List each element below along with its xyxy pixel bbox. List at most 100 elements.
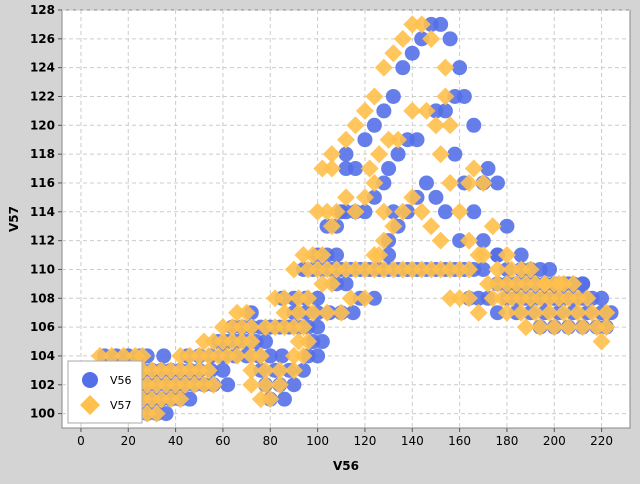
data-point-v57 xyxy=(213,318,232,337)
data-point-v57 xyxy=(204,332,223,351)
data-point-v57 xyxy=(147,404,166,423)
data-point-v57 xyxy=(289,303,308,322)
data-point-v56 xyxy=(286,377,302,393)
data-point-v57 xyxy=(337,188,355,207)
data-point-v57 xyxy=(512,289,531,308)
data-point-v57 xyxy=(289,289,308,308)
data-point-v57 xyxy=(531,318,550,337)
data-point-v56 xyxy=(489,247,505,263)
data-point-v57 xyxy=(237,303,256,322)
data-point-v57 xyxy=(284,346,303,365)
data-point-v57 xyxy=(190,361,209,380)
data-point-v56 xyxy=(409,132,425,148)
data-point-v56 xyxy=(329,247,345,263)
data-point-v56 xyxy=(513,247,529,263)
data-point-v57 xyxy=(294,318,313,337)
y-tick-label: 100 xyxy=(30,407,55,421)
data-point-v57 xyxy=(512,303,531,322)
data-point-v56 xyxy=(258,334,274,350)
legend-marker-v57 xyxy=(80,395,100,415)
data-point-v57 xyxy=(102,346,121,365)
data-point-v57 xyxy=(474,246,493,265)
data-point-v56 xyxy=(310,348,326,364)
data-point-v57 xyxy=(114,346,133,365)
data-point-v57 xyxy=(460,231,479,250)
data-point-v57 xyxy=(275,289,294,308)
data-point-v56 xyxy=(182,391,198,407)
data-point-v56 xyxy=(466,204,482,220)
data-point-v57 xyxy=(526,303,545,322)
data-point-v57 xyxy=(370,145,389,164)
data-point-v57 xyxy=(294,246,313,265)
data-point-v57 xyxy=(138,404,157,423)
y-tick-label: 118 xyxy=(30,147,55,161)
data-point-v57 xyxy=(441,116,460,135)
data-point-v57 xyxy=(242,346,261,365)
data-point-v57 xyxy=(502,260,521,279)
data-point-v56 xyxy=(452,60,468,76)
data-point-v56 xyxy=(338,146,354,162)
data-point-v57 xyxy=(389,130,408,149)
data-point-v57 xyxy=(464,159,483,178)
data-point-v57 xyxy=(417,101,436,120)
data-point-v56 xyxy=(452,233,468,249)
data-point-v57 xyxy=(180,361,199,380)
data-point-v57 xyxy=(540,303,559,322)
data-point-v57 xyxy=(346,202,365,221)
data-point-v57 xyxy=(299,260,318,279)
data-point-v56 xyxy=(314,334,330,350)
data-point-v57 xyxy=(568,289,587,308)
data-point-v57 xyxy=(133,346,152,365)
data-point-v57 xyxy=(460,260,479,279)
data-point-v56 xyxy=(366,189,382,205)
data-point-v57 xyxy=(355,260,374,279)
data-point-v57 xyxy=(384,44,403,63)
data-point-v56 xyxy=(489,305,505,321)
y-tick-label: 120 xyxy=(30,118,55,132)
x-tick-label: 60 xyxy=(215,434,230,448)
data-point-v57 xyxy=(337,260,355,279)
data-point-v56 xyxy=(442,31,458,47)
data-point-v57 xyxy=(242,375,261,394)
data-point-v57 xyxy=(318,303,337,322)
x-tick-label: 80 xyxy=(263,434,278,448)
data-point-v57 xyxy=(384,260,403,279)
y-tick-label: 112 xyxy=(30,234,55,248)
data-point-v57 xyxy=(384,217,403,236)
data-point-v56 xyxy=(466,117,482,133)
data-point-v57 xyxy=(483,289,502,308)
x-tick-label: 180 xyxy=(495,434,518,448)
data-point-v57 xyxy=(256,361,275,380)
data-point-v57 xyxy=(412,15,431,34)
data-point-v56 xyxy=(499,218,515,234)
data-point-v57 xyxy=(195,375,213,394)
data-point-v57 xyxy=(318,202,337,221)
data-point-v57 xyxy=(450,260,469,279)
data-point-v57 xyxy=(294,346,313,365)
data-point-v57 xyxy=(284,260,303,279)
data-point-v57 xyxy=(540,289,559,308)
data-point-v57 xyxy=(266,289,284,308)
data-point-v57 xyxy=(550,274,568,293)
data-point-v57 xyxy=(374,58,393,77)
data-point-v57 xyxy=(564,274,583,293)
data-point-v56 xyxy=(385,88,401,104)
data-point-v56 xyxy=(594,290,610,306)
data-point-v57 xyxy=(256,375,275,394)
data-point-v57 xyxy=(365,87,384,106)
data-point-v56 xyxy=(385,204,401,220)
data-point-v57 xyxy=(242,361,261,380)
data-point-v57 xyxy=(152,390,171,409)
data-point-v56 xyxy=(475,233,491,249)
data-point-v57 xyxy=(403,188,422,207)
data-point-v57 xyxy=(289,332,308,351)
data-point-v57 xyxy=(251,390,270,409)
data-point-v57 xyxy=(422,217,441,236)
data-point-v57 xyxy=(403,101,422,120)
data-point-v57 xyxy=(422,29,441,48)
data-point-v57 xyxy=(450,202,469,221)
data-point-v57 xyxy=(431,145,450,164)
data-point-v57 xyxy=(308,202,327,221)
data-point-v57 xyxy=(355,289,374,308)
data-point-v57 xyxy=(578,289,597,308)
